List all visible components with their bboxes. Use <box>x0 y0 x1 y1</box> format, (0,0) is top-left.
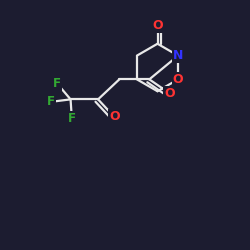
Text: O: O <box>152 19 163 32</box>
Text: O: O <box>173 73 184 86</box>
Text: O: O <box>164 87 175 100</box>
Text: F: F <box>46 95 54 108</box>
Text: F: F <box>68 112 76 124</box>
Text: F: F <box>53 76 61 90</box>
Text: O: O <box>109 110 120 124</box>
Text: N: N <box>173 49 183 62</box>
